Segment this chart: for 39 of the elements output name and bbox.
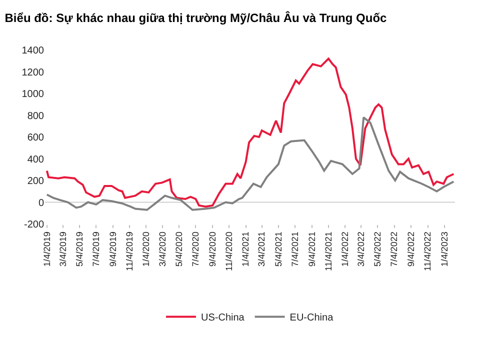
x-tick-label: 1/4/2020	[141, 232, 152, 267]
x-tick-label: 7/4/2019	[91, 232, 102, 267]
line-series	[46, 58, 455, 208]
y-tick-label: 0	[38, 198, 44, 209]
x-tick-label: 1/4/2023	[439, 232, 450, 267]
x-tick-label: 9/4/2019	[108, 232, 118, 267]
x-tick-label: 5/4/2021	[273, 232, 284, 267]
line-series	[46, 116, 455, 211]
x-tick-label: 7/4/2022	[389, 232, 400, 267]
x-tick-label: 1/4/2021	[240, 232, 251, 267]
y-tick-label: 200	[27, 176, 44, 187]
x-tick-label: 7/4/2020	[190, 232, 201, 267]
x-tick-label: 11/4/2020	[224, 232, 234, 271]
x-tick-label: 9/4/2022	[406, 232, 416, 267]
x-tick-label: 1/4/2022	[340, 232, 350, 267]
x-tick-label: 1/4/2019	[42, 232, 52, 267]
x-tick-label: 5/4/2019	[74, 232, 84, 267]
x-tick-label: 9/4/2020	[208, 232, 218, 267]
chart-title: Biểu đồ: Sự khác nhau giữa thị trường Mỹ/Châu Âu và Trung Quốc	[4, 11, 388, 26]
x-tick-label: 3/4/2021	[256, 232, 267, 267]
y-tick-label: 1000	[22, 89, 44, 100]
x-tick-label: 11/4/2019	[124, 232, 135, 271]
x-tick-label: 3/4/2020	[157, 232, 168, 267]
y-tick-label: 400	[27, 154, 44, 166]
y-tick-label: 600	[27, 132, 44, 144]
y-tick-label: -200	[24, 220, 44, 230]
y-tick-label: 1200	[22, 67, 44, 78]
x-tick-label: 5/4/2022	[372, 232, 383, 267]
y-tick-label: 1400	[22, 46, 44, 56]
x-tick-label: 7/4/2021	[290, 232, 300, 267]
x-tick-label: 3/4/2019	[58, 232, 68, 267]
x-tick-label: 9/4/2021	[306, 232, 317, 267]
x-tick-label: 11/4/2022	[422, 232, 433, 271]
legend-label: EU-China	[290, 312, 334, 324]
x-tick-label: 11/4/2021	[323, 232, 334, 271]
legend-label: US-China	[201, 312, 245, 324]
x-tick-label: 5/4/2020	[174, 232, 184, 267]
x-tick-label: 3/4/2022	[356, 232, 366, 267]
y-tick-label: 800	[27, 110, 44, 122]
